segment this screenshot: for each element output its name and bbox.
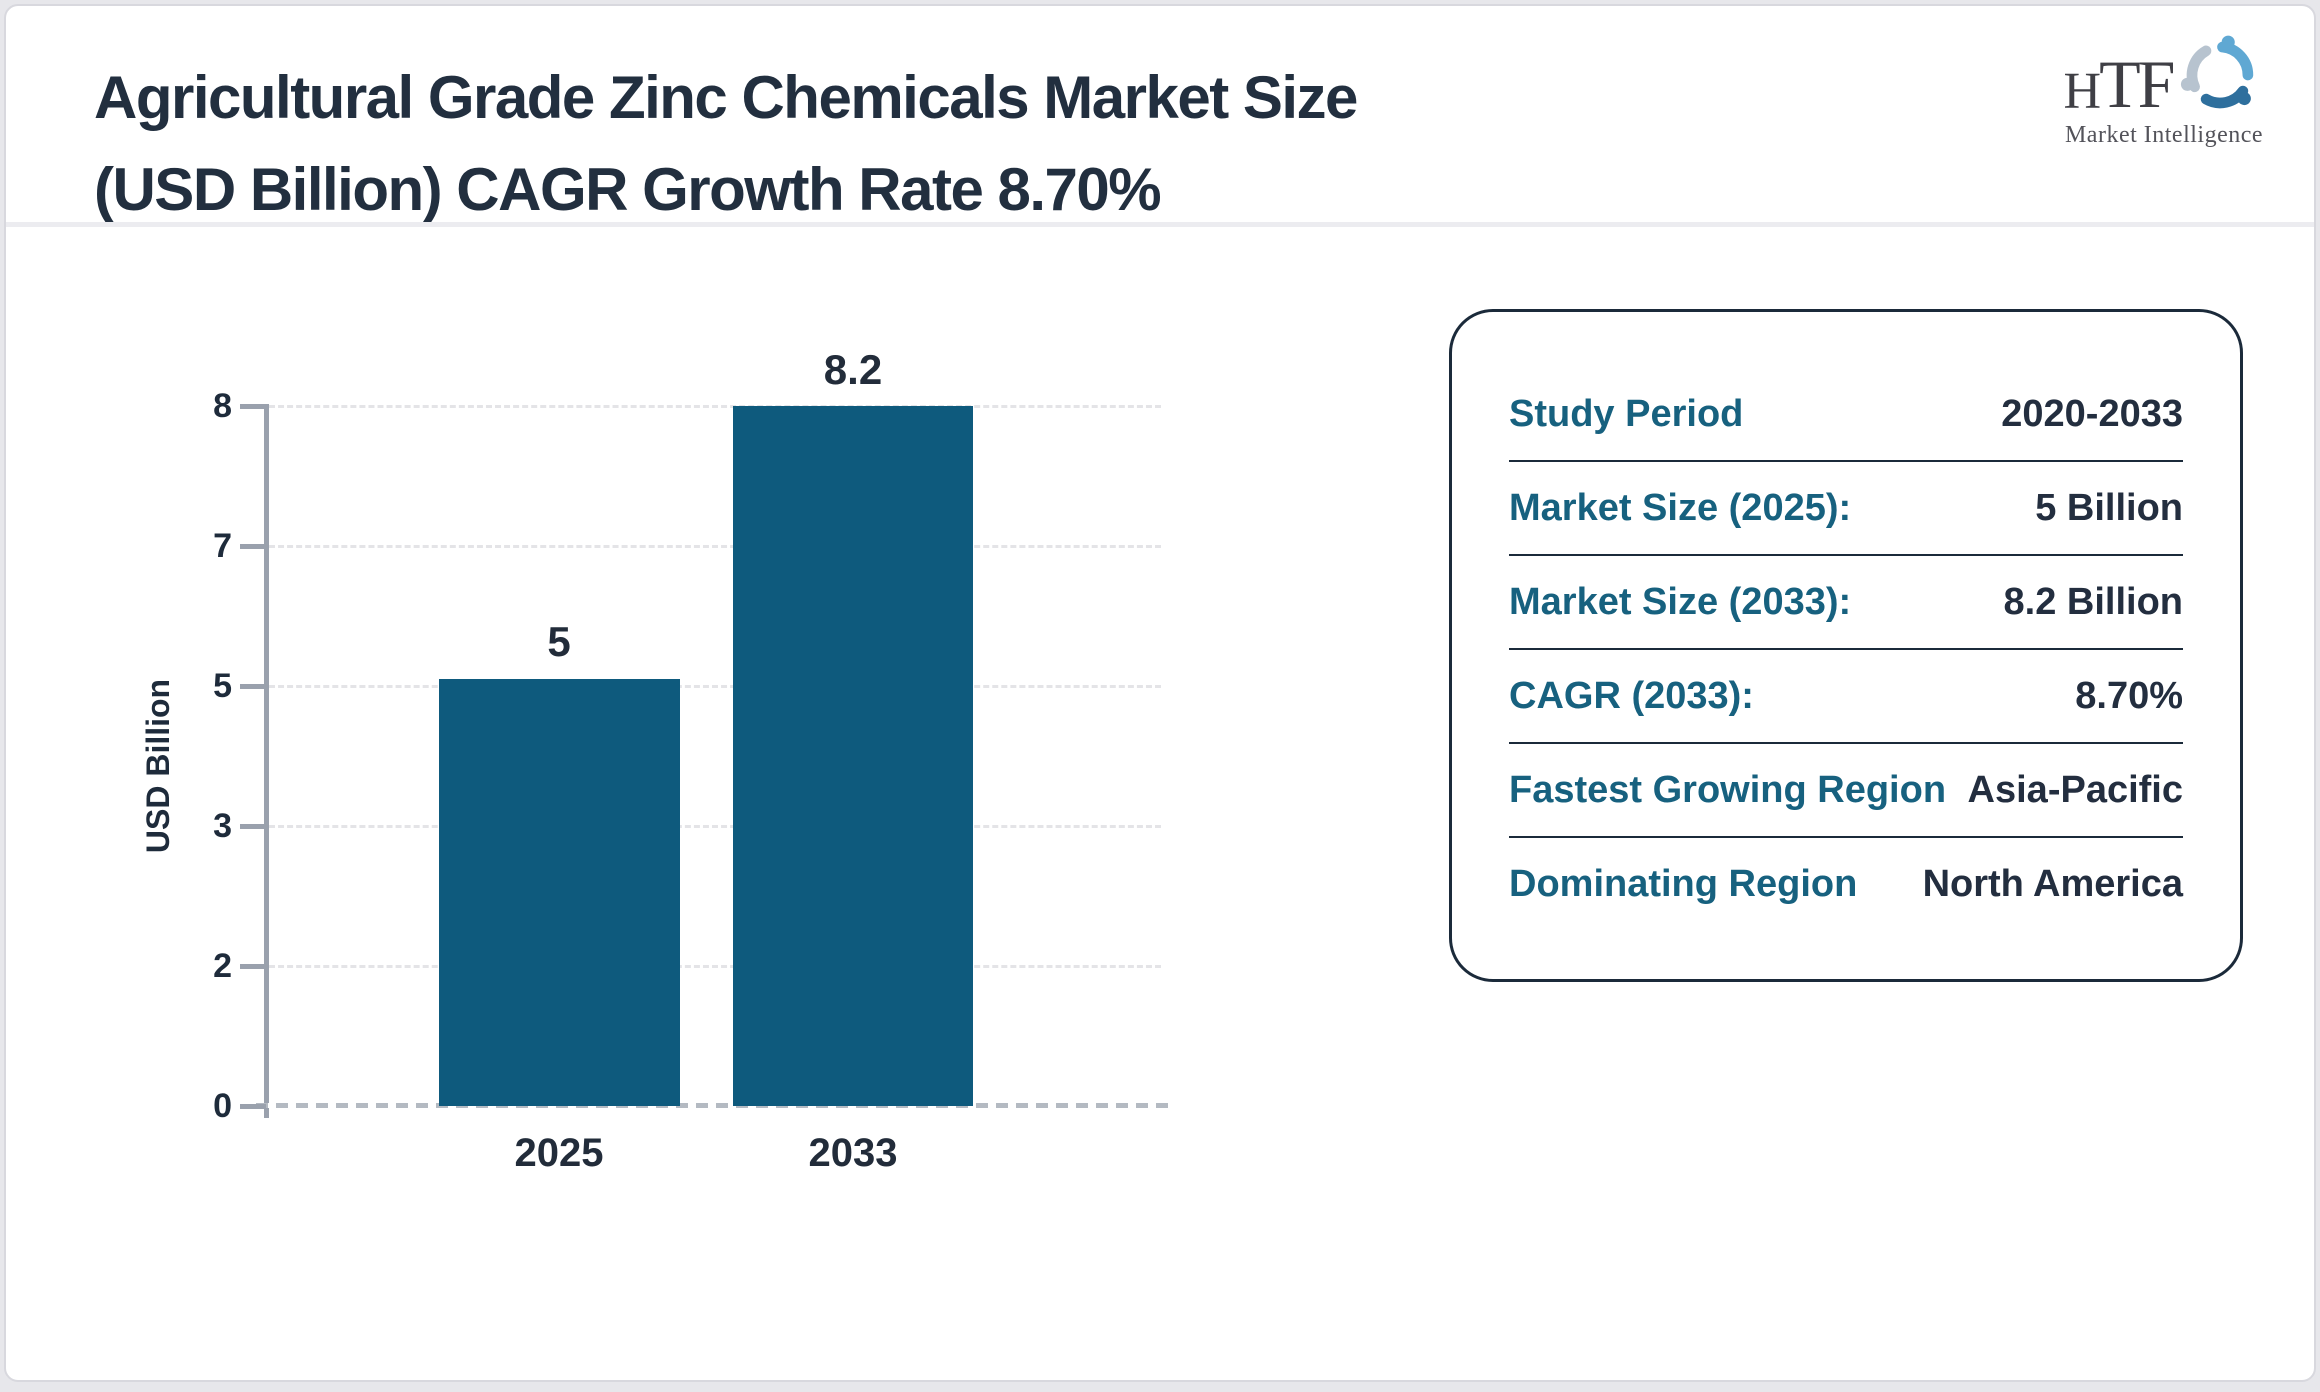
panel-value: 2020-2033 (2001, 392, 2183, 435)
infographic-card: Agricultural Grade Zinc Chemicals Market… (4, 4, 2316, 1382)
panel-value: 8.2 Billion (2003, 580, 2183, 623)
y-tick (240, 684, 266, 689)
panel-label: Fastest Growing Region (1509, 768, 1947, 811)
panel-value: 5 Billion (2035, 486, 2183, 529)
panel-row-market-size-2033: Market Size (2033): 8.2 Billion (1509, 556, 2183, 650)
logo-letters-tf: TF (2099, 46, 2175, 122)
y-tick (240, 964, 266, 969)
panel-row-cagr: CAGR (2033): 8.70% (1509, 650, 2183, 744)
panel-row-fastest-growing-region: Fastest Growing Region Asia-Pacific (1509, 744, 2183, 838)
bar-value-2025: 5 (547, 618, 571, 665)
panel-label: Study Period (1509, 392, 1744, 435)
logo-swirl-icon (2181, 35, 2254, 109)
y-tick-label: 3 (213, 807, 232, 845)
y-tick (240, 404, 266, 409)
y-tick-label: 8 (213, 387, 232, 425)
logo-subtext: Market Intelligence (2064, 122, 2264, 148)
y-tick (240, 544, 266, 549)
y-tick-label: 7 (213, 527, 232, 565)
gridline (269, 825, 1161, 828)
panel-value: North America (1922, 862, 2183, 905)
panel-row-study-period: Study Period 2020-2033 (1509, 368, 2183, 462)
page-title-line2: (USD Billion) CAGR Growth Rate 8.70% (94, 156, 1162, 223)
panel-label: Market Size (2025): (1509, 486, 1852, 529)
x-label-2033: 2033 (808, 1131, 898, 1175)
gridline (269, 965, 1161, 968)
panel-value: Asia-Pacific (1967, 768, 2183, 811)
panel-label: CAGR (2033): (1509, 674, 1754, 717)
panel-value: 8.70% (2075, 674, 2183, 717)
y-tick-label: 5 (213, 667, 232, 705)
panel-label: Dominating Region (1509, 862, 1858, 905)
bar-value-2033: 8.2 (823, 346, 883, 393)
logo-letter-h: H (2063, 63, 2102, 120)
htf-logo-wordmark: H TF (2054, 34, 2274, 118)
y-tick (240, 1104, 266, 1109)
y-axis-line (264, 404, 269, 1118)
page-title: Agricultural Grade Zinc Chemicals Market… (94, 52, 1358, 236)
gridline (269, 545, 1161, 548)
x-label-2025: 2025 (514, 1131, 604, 1175)
y-tick (240, 824, 266, 829)
bar-2025 (439, 679, 680, 1106)
gridline (269, 685, 1161, 688)
y-tick-label: 0 (213, 1087, 232, 1125)
htf-logo: H TF Market Intelligence (2054, 34, 2274, 149)
page-title-line1: Agricultural Grade Zinc Chemicals Market… (94, 64, 1358, 131)
gridline (269, 405, 1161, 408)
panel-row-market-size-2025: Market Size (2025): 5 Billion (1509, 462, 2183, 556)
y-tick-label: 2 (213, 947, 232, 985)
info-panel: Study Period 2020-2033 Market Size (2025… (1449, 309, 2243, 982)
panel-label: Market Size (2033): (1509, 580, 1852, 623)
header-divider (6, 222, 2314, 227)
bar-2033 (733, 406, 973, 1106)
y-axis-title: USD Billion (140, 678, 176, 854)
x-axis-baseline (256, 1103, 1171, 1108)
panel-row-dominating-region: Dominating Region North America (1509, 838, 2183, 930)
